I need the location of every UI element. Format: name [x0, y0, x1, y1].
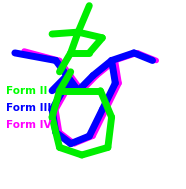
Text: Form II: Form II — [6, 86, 47, 96]
Text: Form III: Form III — [6, 103, 51, 113]
Text: Form IV: Form IV — [6, 120, 51, 130]
